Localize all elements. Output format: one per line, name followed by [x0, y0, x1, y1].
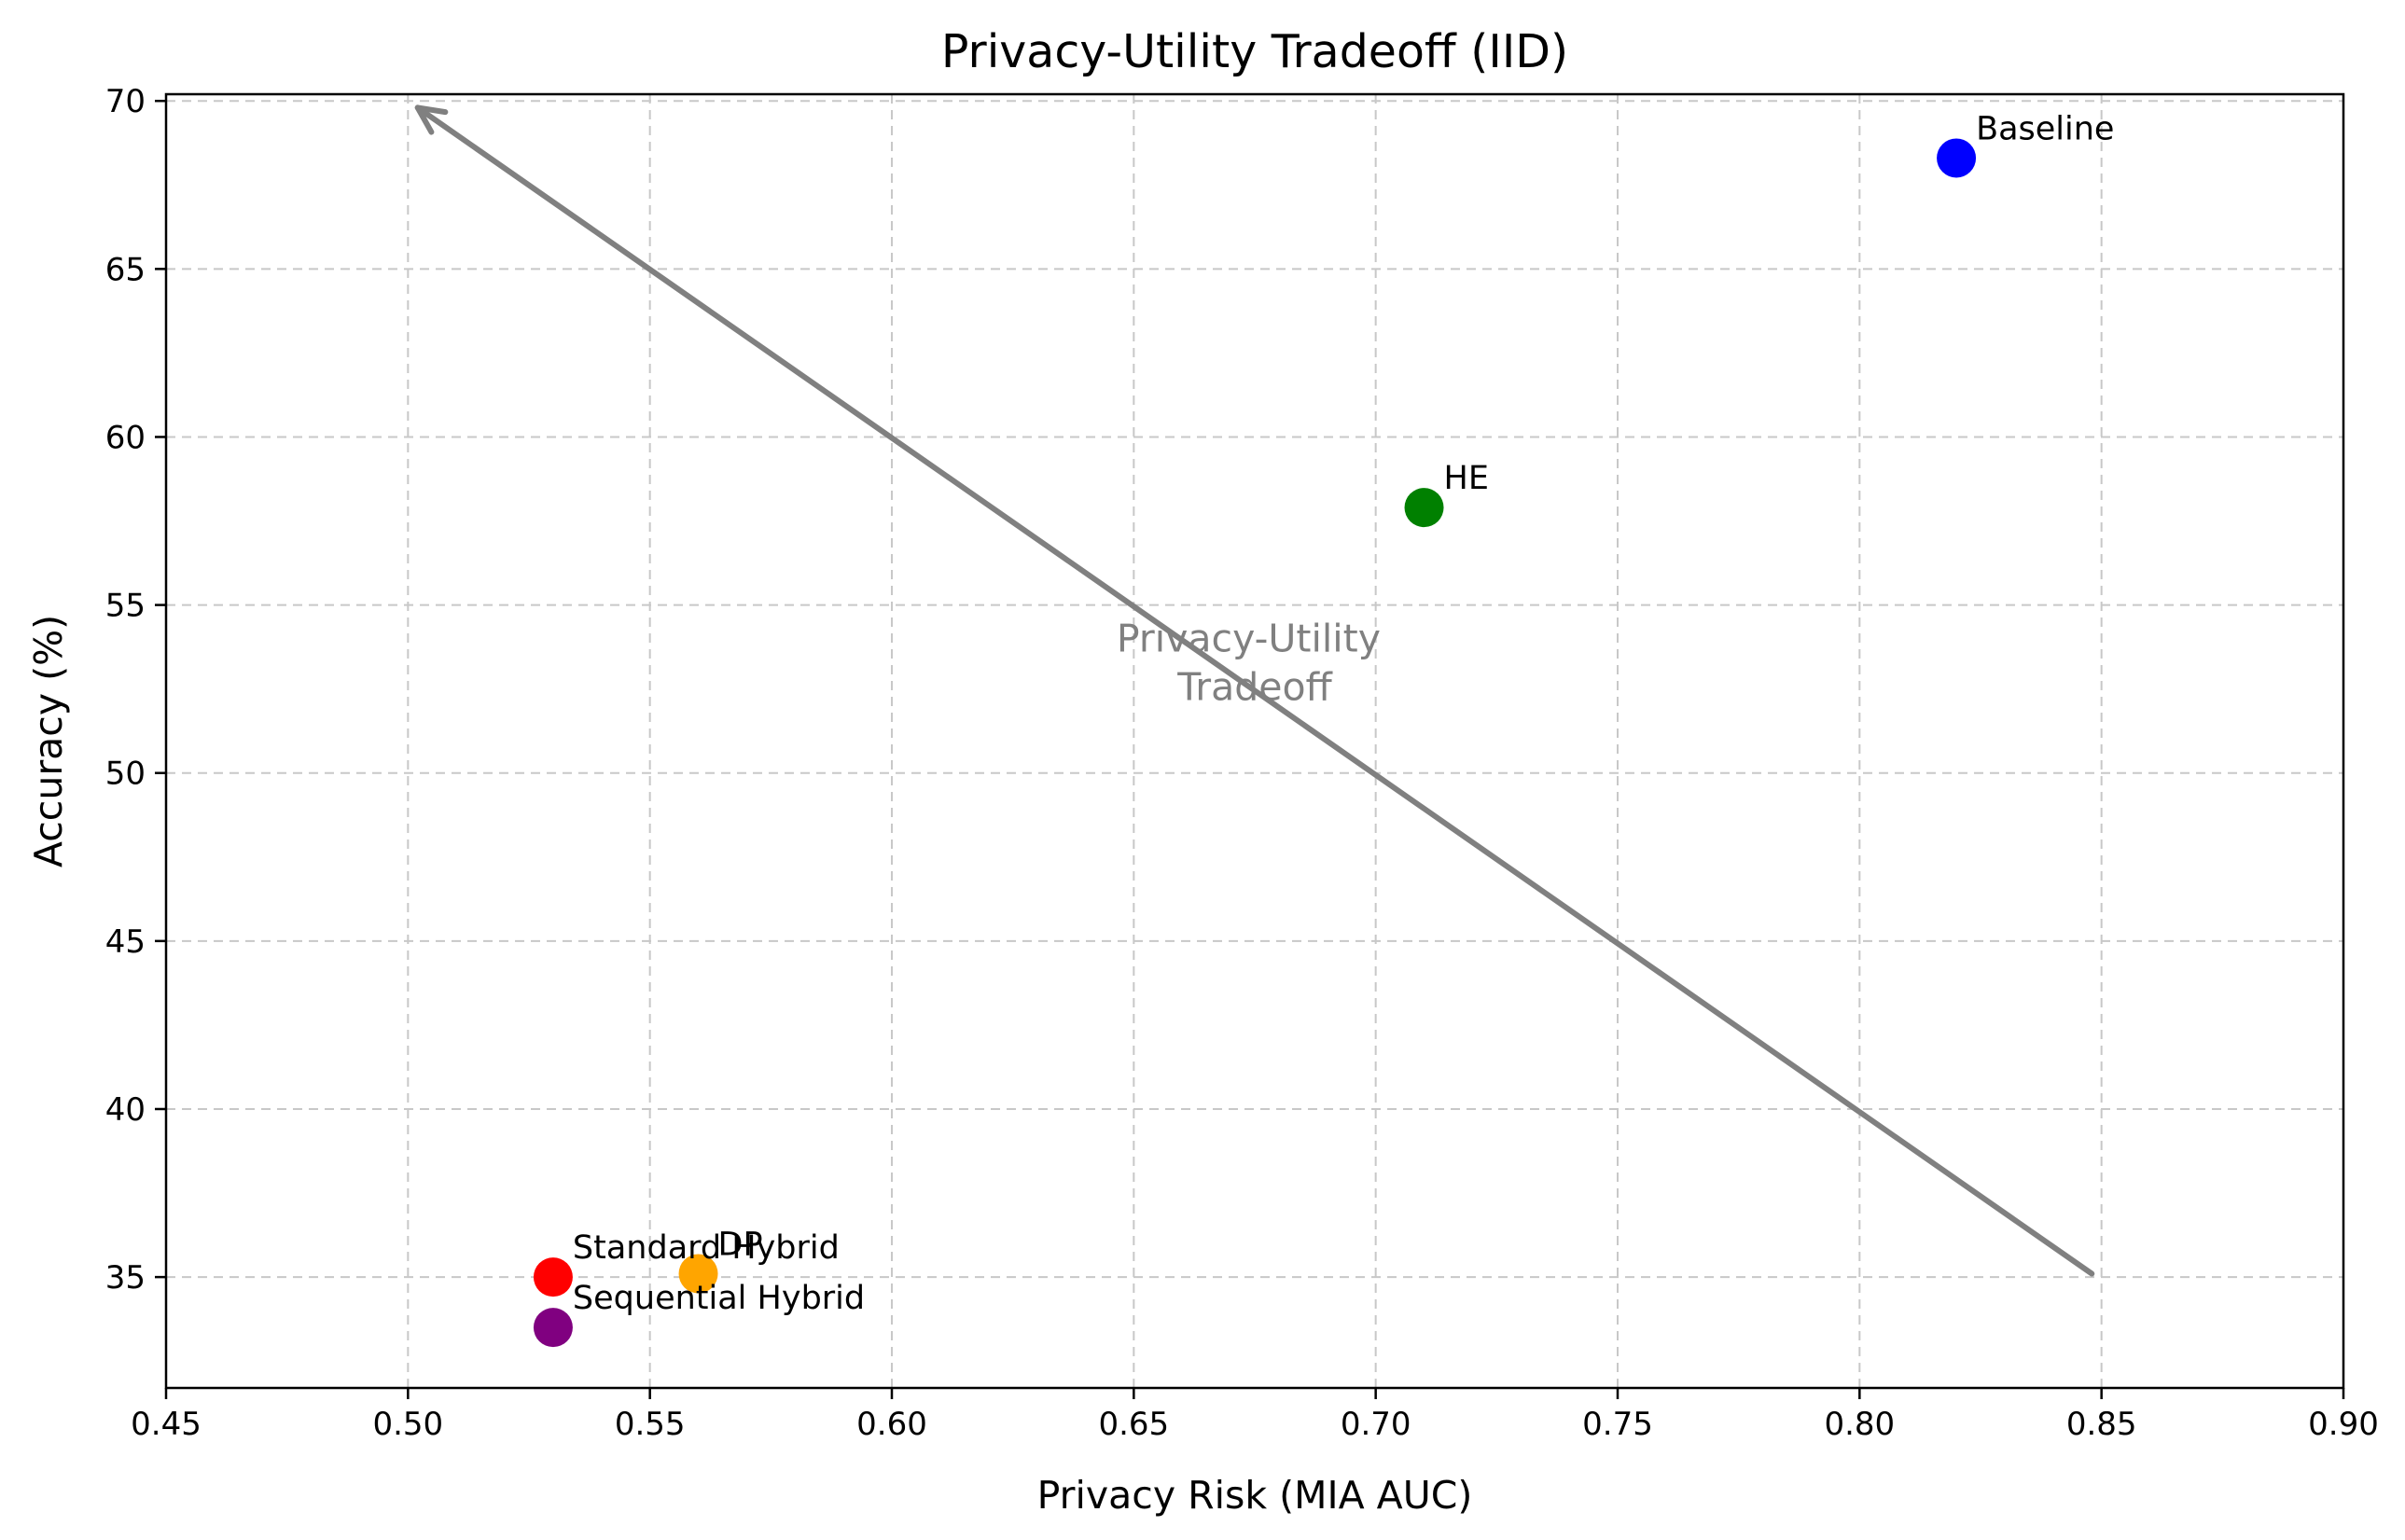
tradeoff-annotation-line-2: Tradeoff — [1176, 664, 1333, 709]
plot-frame — [164, 92, 2345, 1390]
tradeoff-annotation-line-1: Privacy-Utility — [1117, 616, 1381, 660]
tradeoff-arrow-group — [414, 104, 2095, 1277]
y-tick-label: 70 — [105, 83, 146, 120]
point-label-dp: DP — [718, 1227, 763, 1264]
x-tick-label: 0.75 — [1582, 1406, 1653, 1443]
data-point-dp — [678, 1254, 718, 1294]
y-tick-label: 55 — [105, 588, 146, 625]
y-tick-label: 65 — [105, 251, 146, 288]
y-tick-label: 50 — [105, 756, 146, 793]
point-label-standard-hybrid: Standard Hybrid — [573, 1229, 840, 1267]
data-point-baseline — [1937, 138, 1977, 178]
data-point-he — [1404, 488, 1444, 528]
chart-title: Privacy-Utility Tradeoff (IID) — [941, 25, 1568, 78]
point-label-sequential-hybrid: Sequential Hybrid — [573, 1280, 865, 1317]
data-points — [533, 138, 1977, 1348]
x-axis-label: Privacy Risk (MIA AUC) — [1037, 1473, 1473, 1518]
y-tick-label: 35 — [105, 1259, 146, 1297]
y-axis-label: Accuracy (%) — [26, 615, 71, 867]
x-tick-label: 0.90 — [2308, 1406, 2379, 1443]
x-tick-label: 0.45 — [131, 1406, 202, 1443]
y-tick-label: 60 — [105, 419, 146, 456]
tradeoff-annotation: Privacy-Utility Tradeoff — [1117, 616, 1393, 709]
data-point-sequential-hybrid — [533, 1308, 573, 1348]
point-label-baseline: Baseline — [1976, 110, 2114, 147]
x-tick-label: 0.60 — [856, 1406, 927, 1443]
tradeoff-arrow-line — [414, 104, 2095, 1277]
x-tick-label: 0.85 — [2066, 1406, 2137, 1443]
x-tick-label: 0.65 — [1098, 1406, 1169, 1443]
x-tick-label: 0.70 — [1341, 1406, 1411, 1443]
grid — [165, 94, 2344, 1388]
x-tick-label: 0.80 — [1824, 1406, 1895, 1443]
y-tick-label: 40 — [105, 1091, 146, 1129]
x-tick-label: 0.55 — [615, 1406, 686, 1443]
data-point-standard-hybrid — [533, 1257, 573, 1297]
axes: 0.45 0.50 0.55 0.60 0.65 0.70 0.75 0.80 0.85 0.90… — [105, 83, 2379, 1443]
point-label-he: HE — [1444, 460, 1489, 497]
tradeoff-arrow-head — [414, 104, 449, 135]
x-tick-label: 0.50 — [372, 1406, 443, 1443]
y-tick-label: 45 — [105, 923, 146, 961]
